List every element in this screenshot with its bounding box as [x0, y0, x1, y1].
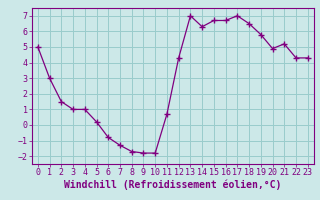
- X-axis label: Windchill (Refroidissement éolien,°C): Windchill (Refroidissement éolien,°C): [64, 180, 282, 190]
